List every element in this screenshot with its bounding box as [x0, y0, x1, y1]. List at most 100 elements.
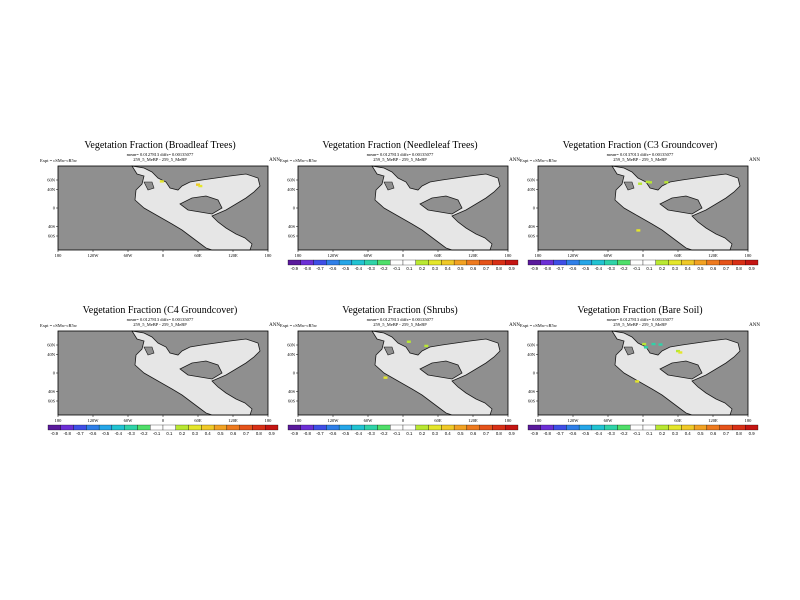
y-tick-label: 0: [293, 371, 296, 376]
colorbar-swatch: [681, 424, 695, 431]
panel-c4-groundcover: Vegetation Fraction (C4 Groundcover) mea…: [40, 305, 280, 475]
data-patch: [198, 184, 203, 188]
colorbar-label: -0.7: [316, 431, 324, 436]
colorbar-label: 0.2: [659, 431, 666, 436]
colorbar-label: -0.4: [355, 431, 363, 436]
expt-label: Expt = cSMw-cR5w: [40, 158, 78, 163]
panel-title: Vegetation Fraction (Needleleaf Trees): [322, 140, 478, 151]
label-line: 259_5_MeBP - 259_5_MeBP: [613, 157, 667, 162]
colorbar-label: 0.5: [458, 266, 465, 271]
colorbar-label: -0.2: [380, 431, 388, 436]
x-tick-label: 0: [402, 418, 405, 423]
colorbar-swatch: [553, 424, 567, 431]
colorbar-swatch: [566, 259, 580, 266]
colorbar-label: -0.3: [607, 266, 615, 271]
colorbar-label: -0.5: [342, 266, 350, 271]
colorbar-label: 0.4: [445, 266, 452, 271]
colorbar-label: -0.8: [303, 266, 311, 271]
y-tick-label: 40N: [527, 187, 536, 192]
colorbar-label: 0.7: [243, 431, 250, 436]
x-tick-label: 180: [295, 418, 303, 423]
colorbar-swatch: [428, 424, 442, 431]
colorbar-label: -0.6: [329, 431, 337, 436]
colorbar-label: -0.9: [291, 266, 299, 271]
inlet: [143, 181, 155, 191]
y-tick-label: 60S: [528, 399, 536, 404]
colorbar-swatch: [137, 424, 151, 431]
x-tick-label: 60E: [674, 253, 682, 258]
colorbar-label: -0.7: [556, 431, 564, 436]
colorbar-label: 0.1: [646, 266, 653, 271]
colorbar-swatch: [706, 259, 720, 266]
colorbar-label: 0.2: [419, 266, 426, 271]
colorbar-swatch: [617, 259, 631, 266]
colorbar-label: 0.1: [646, 431, 653, 436]
colorbar-swatch: [300, 424, 314, 431]
season-label: ANN: [509, 158, 520, 163]
stats-line: mean= 0.0137013 diffs= 0.00135077: [606, 152, 674, 157]
inland-sea: [419, 360, 463, 380]
colorbar-label: 0.2: [419, 431, 426, 436]
inlet: [623, 346, 635, 356]
x-tick-label: 120E: [228, 253, 238, 258]
colorbar-label: 0.6: [710, 266, 717, 271]
colorbar-label: 0.7: [483, 431, 490, 436]
colorbar-label: -0.7: [76, 431, 84, 436]
colorbar-swatch: [287, 424, 301, 431]
colorbar-swatch: [265, 424, 279, 431]
colorbar-label: -0.8: [543, 431, 551, 436]
inlet: [383, 181, 395, 191]
y-tick-label: 40N: [47, 352, 56, 357]
y-tick-label: 60S: [528, 234, 536, 239]
colorbar-swatch: [604, 424, 618, 431]
colorbar-label: -0.1: [393, 431, 401, 436]
x-tick-label: 0: [402, 253, 405, 258]
data-patch: [383, 376, 388, 379]
label-line: 259_5_MeBP - 259_5_MeBP: [373, 322, 427, 327]
colorbar-swatch: [479, 424, 493, 431]
stats-line: mean= 0.0127813 diffs= 0.00135077: [366, 317, 434, 322]
x-tick-label: 120E: [468, 253, 478, 258]
colorbar-label: 0.3: [192, 431, 199, 436]
colorbar-swatch: [351, 424, 365, 431]
colorbar-label: 0.3: [672, 266, 679, 271]
colorbar-label: 0.3: [432, 266, 439, 271]
x-tick-label: 180: [505, 418, 513, 423]
x-tick-label: 120W: [88, 418, 100, 423]
colorbar-label: -0.7: [316, 266, 324, 271]
x-tick-label: 180: [265, 418, 273, 423]
colorbar-swatch: [745, 259, 759, 266]
colorbar-label: -0.9: [51, 431, 59, 436]
colorbar-label: -0.5: [342, 431, 350, 436]
colorbar-swatch: [668, 424, 682, 431]
y-tick-label: 0: [53, 206, 56, 211]
x-tick-label: 180: [535, 418, 543, 423]
x-tick-label: 120E: [228, 418, 238, 423]
panel-stats: mean= 0.0127813 diffs= 0.00135077 259_5_…: [320, 317, 480, 327]
map-plot: 180 120W 60W 0 60E 120E 180 60N 40N 0 40S 60S -0.9 -0…: [527, 330, 759, 436]
colorbar-label: -0.3: [367, 266, 375, 271]
x-tick-label: 60W: [124, 253, 134, 258]
colorbar-label: -0.3: [127, 431, 135, 436]
map-plot: 180 120W 60W 0 60E 120E 180 60N 40N 0 40S 60S -0.9 -0…: [527, 165, 759, 271]
colorbar-swatch: [681, 259, 695, 266]
colorbar-label: -0.3: [607, 431, 615, 436]
map-plot: 180 120W 60W 0 60E 120E 180 60N 40N 0 40S 60S -0.9 -0…: [47, 330, 279, 436]
data-patch: [643, 346, 648, 349]
colorbar-swatch: [390, 259, 404, 266]
season-label: ANN: [509, 323, 520, 328]
y-tick-label: 0: [293, 206, 296, 211]
colorbar-swatch: [466, 259, 480, 266]
label-line: 259_5_MeBP - 259_5_MeBP: [133, 322, 187, 327]
panel-title: Vegetation Fraction (Shrubs): [342, 305, 458, 316]
season-label: ANN: [749, 323, 760, 328]
colorbar-label: -0.9: [531, 266, 539, 271]
stats-line: mean= 0.0127813 diffs= 0.00135077: [126, 317, 194, 322]
colorbar-label: -0.1: [393, 266, 401, 271]
x-tick-label: 120W: [568, 418, 580, 423]
colorbar-swatch: [377, 259, 391, 266]
x-tick-label: 180: [55, 418, 63, 423]
data-patch: [196, 183, 200, 186]
colorbar-swatch: [566, 424, 580, 431]
colorbar-swatch: [415, 424, 429, 431]
